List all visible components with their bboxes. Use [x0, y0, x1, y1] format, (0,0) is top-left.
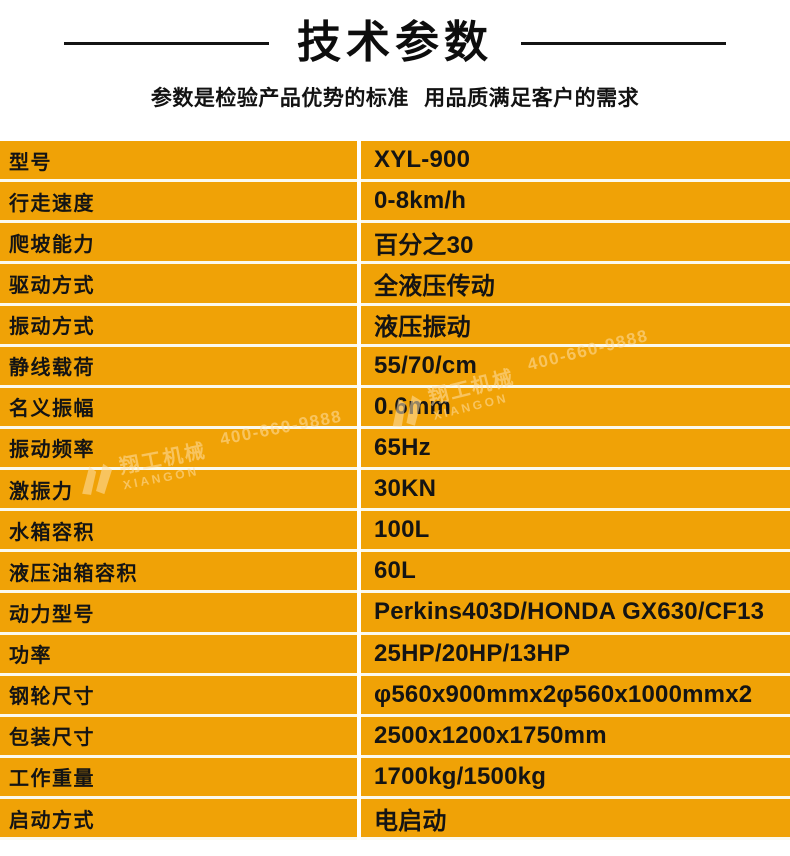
page-title: 技术参数 — [297, 18, 493, 67]
spec-value: Perkins403D/HONDA GX630/CF13 — [374, 598, 765, 626]
spec-label: 动力型号 — [9, 603, 95, 626]
table-row: 振动方式 液压振动 — [0, 306, 790, 347]
spec-value: 100L — [374, 516, 430, 544]
spec-label: 激振力 — [9, 480, 74, 503]
title-row: 技术参数 — [0, 0, 790, 66]
table-row: 液压油箱容积 60L — [0, 552, 790, 594]
header: 技术参数 参数是检验产品优势的标准 用品质满足客户的需求 — [0, 0, 790, 141]
table-row: 动力型号 Perkins403D/HONDA GX630/CF13 — [0, 593, 790, 635]
spec-value: 全液压传动 — [374, 272, 495, 300]
spec-value: 1700kg/1500kg — [374, 762, 547, 790]
spec-value: 0.6mm — [374, 392, 452, 420]
table-row: 钢轮尺寸 φ560x900mmx2φ560x1000mmx2 — [0, 676, 790, 717]
spec-value: 2500x1200x1750mm — [374, 721, 607, 749]
table-row: 行走速度 0-8km/h — [0, 182, 790, 224]
spec-value: 电启动 — [374, 807, 447, 835]
table-row: 名义振幅 0.6mm — [0, 388, 790, 429]
spec-label: 名义振幅 — [9, 398, 95, 421]
table-row: 爬坡能力 百分之30 — [0, 223, 790, 265]
table-row: 工作重量 1700kg/1500kg — [0, 758, 790, 799]
title-rule-left — [64, 41, 269, 45]
spec-table: 型号 XYL-900 行走速度 0-8km/h 爬坡能力 百分之30 驱动方式 … — [0, 141, 790, 841]
spec-label: 水箱容积 — [9, 521, 95, 544]
spec-value: 百分之30 — [374, 231, 474, 259]
table-row: 激振力 30KN — [0, 470, 790, 512]
spec-value: 55/70/cm — [374, 351, 478, 379]
spec-label: 静线载荷 — [9, 357, 95, 380]
spec-value: 25HP/20HP/13HP — [374, 639, 571, 667]
title-rule-right — [521, 41, 726, 45]
footer-strip — [0, 840, 790, 856]
table-row: 功率 25HP/20HP/13HP — [0, 635, 790, 676]
spec-label: 振动频率 — [9, 439, 95, 462]
spec-label: 启动方式 — [9, 809, 95, 832]
table-row: 型号 XYL-900 — [0, 141, 790, 183]
spec-label: 爬坡能力 — [9, 233, 95, 256]
table-row: 包装尺寸 2500x1200x1750mm — [0, 717, 790, 758]
table-row: 水箱容积 100L — [0, 511, 790, 553]
spec-label: 工作重量 — [9, 768, 95, 791]
spec-value: 30KN — [374, 475, 437, 503]
spec-value: XYL-900 — [374, 146, 471, 174]
spec-label: 液压油箱容积 — [9, 562, 138, 585]
spec-value: 液压振动 — [374, 314, 471, 342]
spec-value: φ560x900mmx2φ560x1000mmx2 — [374, 680, 753, 708]
table-row: 驱动方式 全液压传动 — [0, 264, 790, 306]
spec-value: 60L — [374, 557, 416, 585]
spec-value: 0-8km/h — [374, 187, 467, 215]
spec-label: 型号 — [9, 151, 52, 174]
column-divider — [357, 141, 361, 840]
table-row: 振动频率 65Hz — [0, 429, 790, 470]
spec-label: 包装尺寸 — [9, 727, 95, 750]
table-row: 启动方式 电启动 — [0, 799, 790, 841]
spec-value: 65Hz — [374, 433, 431, 461]
spec-label: 驱动方式 — [9, 274, 95, 297]
spec-label: 功率 — [9, 645, 52, 668]
spec-label: 振动方式 — [9, 316, 95, 339]
spec-label: 行走速度 — [9, 192, 95, 215]
spec-label: 钢轮尺寸 — [9, 686, 95, 709]
table-row: 静线载荷 55/70/cm — [0, 347, 790, 388]
page-subtitle: 参数是检验产品优势的标准 用品质满足客户的需求 — [150, 87, 640, 111]
